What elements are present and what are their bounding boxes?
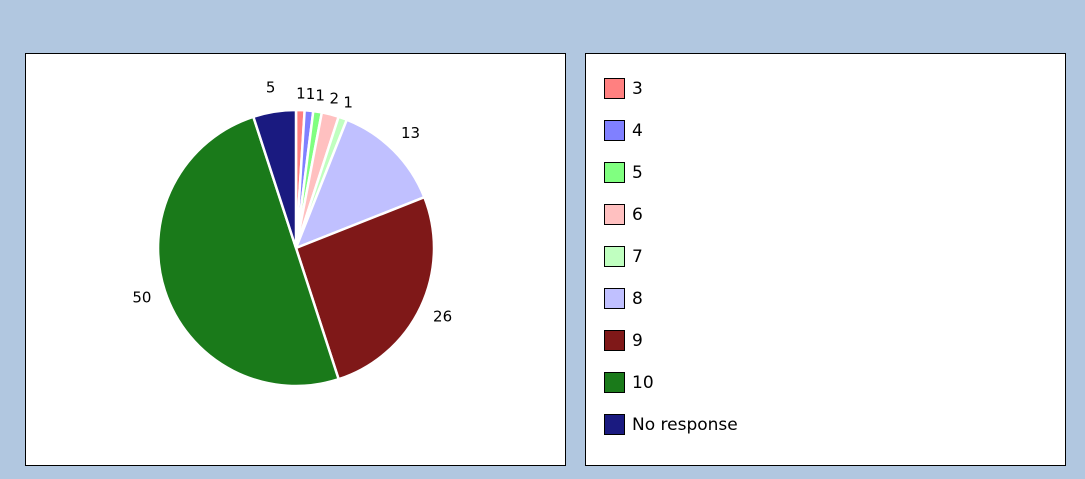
legend: 3 4 5 6 7 8 9 10 No response (604, 78, 738, 435)
legend-label: 5 (632, 163, 643, 183)
pie-slice (156, 115, 341, 388)
pie-slice (294, 195, 436, 381)
legend-panel (585, 53, 1066, 466)
legend-label: No response (632, 415, 738, 435)
legend-swatch (604, 330, 625, 351)
legend-swatch (604, 78, 625, 99)
pie-slice (251, 108, 298, 249)
legend-label: 4 (632, 121, 643, 141)
legend-label: 6 (632, 205, 643, 225)
legend-label: 9 (632, 331, 643, 351)
data-label: 13 (401, 124, 420, 142)
legend-swatch (604, 414, 625, 435)
data-label: 50 (132, 289, 151, 307)
legend-label: 8 (632, 289, 643, 309)
data-label: 26 (433, 307, 452, 325)
data-label: 5 (266, 78, 276, 96)
legend-swatch (604, 162, 625, 183)
data-label: 1 (306, 85, 316, 103)
pie-slice (293, 118, 426, 251)
legend-swatch (604, 288, 625, 309)
legend-label: 7 (632, 247, 643, 267)
data-label: 2 (330, 89, 340, 107)
legend-swatch (604, 246, 625, 267)
legend-swatch (604, 372, 625, 393)
legend-swatch (604, 204, 625, 225)
data-label: 1 (315, 86, 325, 104)
legend-label: 10 (632, 373, 654, 393)
legend-label: 3 (632, 79, 643, 99)
data-label: 1 (296, 85, 306, 103)
legend-swatch (604, 120, 625, 141)
data-label: 1 (343, 94, 353, 112)
